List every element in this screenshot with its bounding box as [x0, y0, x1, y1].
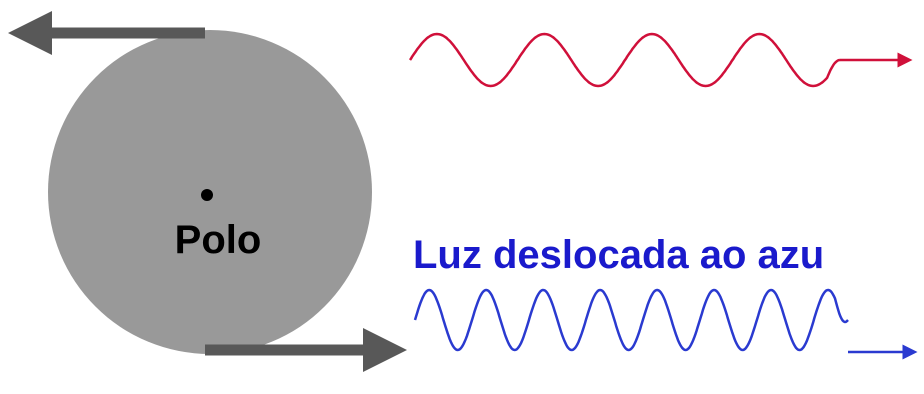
red-wave: [410, 34, 840, 86]
pole-dot: [201, 189, 213, 201]
blue-wave: [415, 290, 848, 350]
blue-shift-label: Luz deslocada ao azu: [413, 233, 824, 277]
diagram: Polo Luz deslocada ao azu: [0, 0, 924, 394]
pole-label: Polo: [175, 218, 262, 262]
page: Polo Luz deslocada ao azu (() => { const…: [0, 0, 924, 394]
